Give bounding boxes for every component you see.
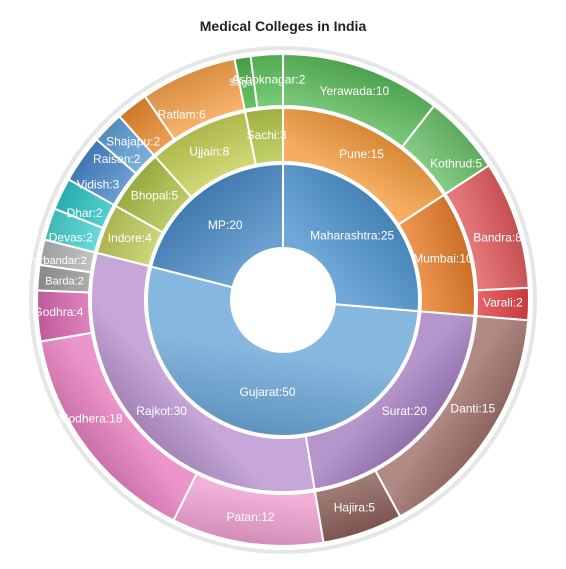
area-varali[interactable] — [476, 288, 529, 321]
area-godhra[interactable] — [37, 290, 92, 341]
sunburst-chart: Medical Colleges in India Maharashtra:25… — [0, 0, 566, 569]
sunburst-svg: Maharashtra:25Gujarat:50MP:20Pune:15Mumb… — [0, 0, 566, 569]
chart-title: Medical Colleges in India — [0, 18, 566, 34]
area-ashoknagar[interactable] — [251, 54, 283, 108]
